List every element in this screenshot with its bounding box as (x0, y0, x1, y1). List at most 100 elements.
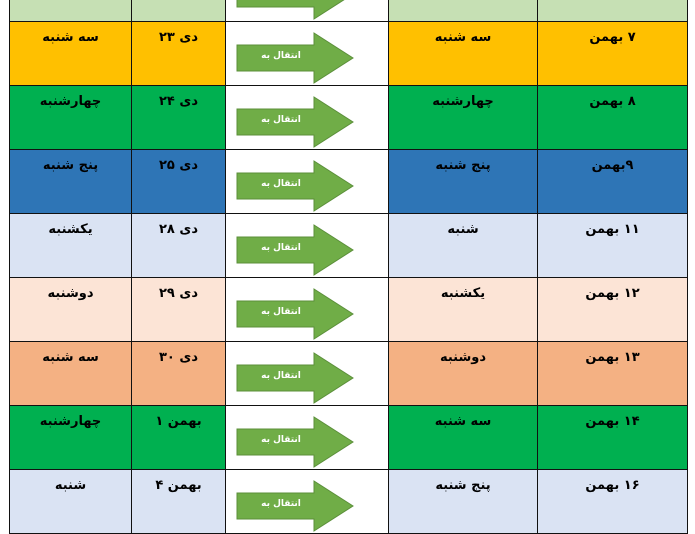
from-day-cell: چهارشنبه (9, 85, 132, 150)
to-day-cell-text: چهارشنبه (432, 94, 494, 109)
arrow-cell: انتقال به (225, 277, 389, 342)
from-day-cell: چهارشنبه (9, 405, 132, 470)
to-date-cell: ۱۳ بهمن (537, 341, 688, 406)
from-date-cell (131, 0, 226, 22)
to-day-cell-text: سه شنبه (434, 30, 492, 45)
to-date-cell: ۱۲ بهمن (537, 277, 688, 342)
arrow-cell: انتقال به (225, 149, 389, 214)
from-day-cell-text: چهارشنبه (39, 414, 102, 429)
to-date-cell-text: ۱۲ بهمن (585, 286, 640, 301)
to-day-cell-text: شنبه (447, 222, 479, 237)
arrow-label: انتقال به (261, 307, 301, 317)
to-day-cell-text: دوشنبه (439, 350, 487, 365)
arrow-cell: انتقال به (225, 0, 389, 22)
from-date-cell-text: دی ۳۰ (159, 350, 198, 365)
to-date-cell-text: ۱۱ بهمن (585, 222, 640, 237)
arrow-right-icon: انتقال به (236, 352, 354, 404)
to-date-cell: ۱۱ بهمن (537, 213, 688, 278)
arrow-label: انتقال به (261, 435, 301, 445)
table-row: انتقال به (9, 0, 688, 22)
from-day-cell: سه شنبه (9, 21, 132, 86)
to-date-cell: ۸ بهمن (537, 85, 688, 150)
to-day-cell-text: پنج شنبه (435, 158, 491, 173)
from-day-cell-text: یکشنبه (48, 222, 93, 237)
from-date-cell-text: بهمن ۴ (155, 478, 202, 493)
table-row: چهارشنبه دی ۲۴ انتقال به چهارشنبه ۸ بهمن (9, 85, 688, 150)
from-day-cell-text: چهارشنبه (39, 94, 102, 109)
arrow-right-icon: انتقال به (236, 160, 354, 212)
arrow-label: انتقال به (261, 371, 301, 381)
to-date-cell: ۱۶ بهمن (537, 469, 688, 534)
arrow-cell: انتقال به (225, 469, 389, 534)
to-day-cell-text: سه شنبه (434, 414, 492, 429)
to-date-cell-text: ۱۴ بهمن (585, 414, 640, 429)
arrow-label: انتقال به (261, 51, 301, 61)
arrow-right-icon: انتقال به (236, 0, 354, 20)
table-row: پنج شنبه دی ۲۵ انتقال به پنج شنبه ۹بهمن (9, 149, 688, 214)
arrow-cell: انتقال به (225, 405, 389, 470)
to-day-cell (388, 0, 538, 22)
arrow-label: انتقال به (261, 115, 301, 125)
to-day-cell: سه شنبه (388, 21, 538, 86)
to-day-cell: چهارشنبه (388, 85, 538, 150)
to-date-cell: ۹بهمن (537, 149, 688, 214)
table-row: سه شنبه دی ۲۳ انتقال به سه شنبه ۷ بهمن (9, 21, 688, 86)
arrow-right-icon: انتقال به (236, 416, 354, 468)
to-day-cell-text: یکشنبه (440, 286, 486, 301)
to-day-cell-text: پنج شنبه (435, 478, 491, 493)
arrow-label: انتقال به (261, 243, 301, 253)
to-date-cell-text: ۷ بهمن (589, 30, 636, 45)
from-day-cell-text: سه شنبه (42, 30, 99, 45)
arrow-label: انتقال به (261, 179, 301, 189)
from-day-cell: پنج شنبه (9, 149, 132, 214)
to-day-cell: پنج شنبه (388, 469, 538, 534)
from-date-cell-text: بهمن ۱ (155, 414, 202, 429)
from-date-cell: دی ۳۰ (131, 341, 226, 406)
to-day-cell: سه شنبه (388, 405, 538, 470)
from-date-cell-text: دی ۲۸ (159, 222, 198, 237)
arrow-right-icon: انتقال به (236, 32, 354, 84)
from-date-cell: دی ۲۵ (131, 149, 226, 214)
arrow-cell: انتقال به (225, 21, 389, 86)
table-row: شنبه بهمن ۴ انتقال به پنج شنبه ۱۶ بهمن (9, 469, 688, 534)
to-day-cell: دوشنبه (388, 341, 538, 406)
to-date-cell (537, 0, 688, 22)
to-day-cell: شنبه (388, 213, 538, 278)
from-day-cell-text: دوشنبه (47, 286, 94, 301)
from-date-cell: بهمن ۱ (131, 405, 226, 470)
from-date-cell: دی ۲۳ (131, 21, 226, 86)
arrow-right-icon: انتقال به (236, 96, 354, 148)
table-row: سه شنبه دی ۳۰ انتقال به دوشنبه ۱۳ بهمن (9, 341, 688, 406)
from-date-cell: دی ۲۴ (131, 85, 226, 150)
arrow-right-icon: انتقال به (236, 224, 354, 276)
to-date-cell-text: ۹بهمن (591, 158, 634, 173)
to-date-cell-text: ۸ بهمن (589, 94, 636, 109)
table-row: یکشنبه دی ۲۸ انتقال به شنبه ۱۱ بهمن (9, 213, 688, 278)
to-date-cell-text: ۱۳ بهمن (585, 350, 640, 365)
schedule-table: انتقال به سه شنبه دی ۲۳ انتقال به سه شنبه ۷ ب… (9, 0, 688, 534)
from-date-cell: بهمن ۴ (131, 469, 226, 534)
from-date-cell: دی ۲۸ (131, 213, 226, 278)
from-day-cell-text: پنج شنبه (42, 158, 99, 173)
arrow-cell: انتقال به (225, 85, 389, 150)
from-date-cell-text: دی ۲۵ (159, 158, 198, 173)
to-day-cell: یکشنبه (388, 277, 538, 342)
from-date-cell: دی ۲۹ (131, 277, 226, 342)
table-row: دوشنبه دی ۲۹ انتقال به یکشنبه ۱۲ بهمن (9, 277, 688, 342)
to-day-cell: پنج شنبه (388, 149, 538, 214)
to-date-cell-text: ۱۶ بهمن (585, 478, 640, 493)
to-date-cell: ۷ بهمن (537, 21, 688, 86)
from-day-cell: یکشنبه (9, 213, 132, 278)
from-date-cell-text: دی ۲۳ (159, 30, 198, 45)
from-day-cell (9, 0, 132, 22)
arrow-cell: انتقال به (225, 341, 389, 406)
from-date-cell-text: دی ۲۹ (159, 286, 198, 301)
arrow-right-icon: انتقال به (236, 288, 354, 340)
from-day-cell: شنبه (9, 469, 132, 534)
from-day-cell-text: شنبه (54, 478, 87, 493)
arrow-label: انتقال به (261, 499, 301, 509)
from-day-cell-text: سه شنبه (42, 350, 99, 365)
from-date-cell-text: دی ۲۴ (159, 94, 198, 109)
arrow-cell: انتقال به (225, 213, 389, 278)
table-row: چهارشنبه بهمن ۱ انتقال به سه شنبه ۱۴ بهمن (9, 405, 688, 470)
